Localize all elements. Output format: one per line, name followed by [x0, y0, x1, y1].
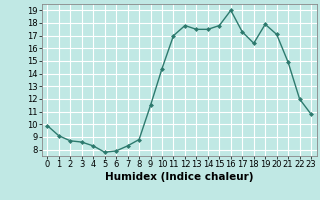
X-axis label: Humidex (Indice chaleur): Humidex (Indice chaleur) [105, 172, 253, 182]
